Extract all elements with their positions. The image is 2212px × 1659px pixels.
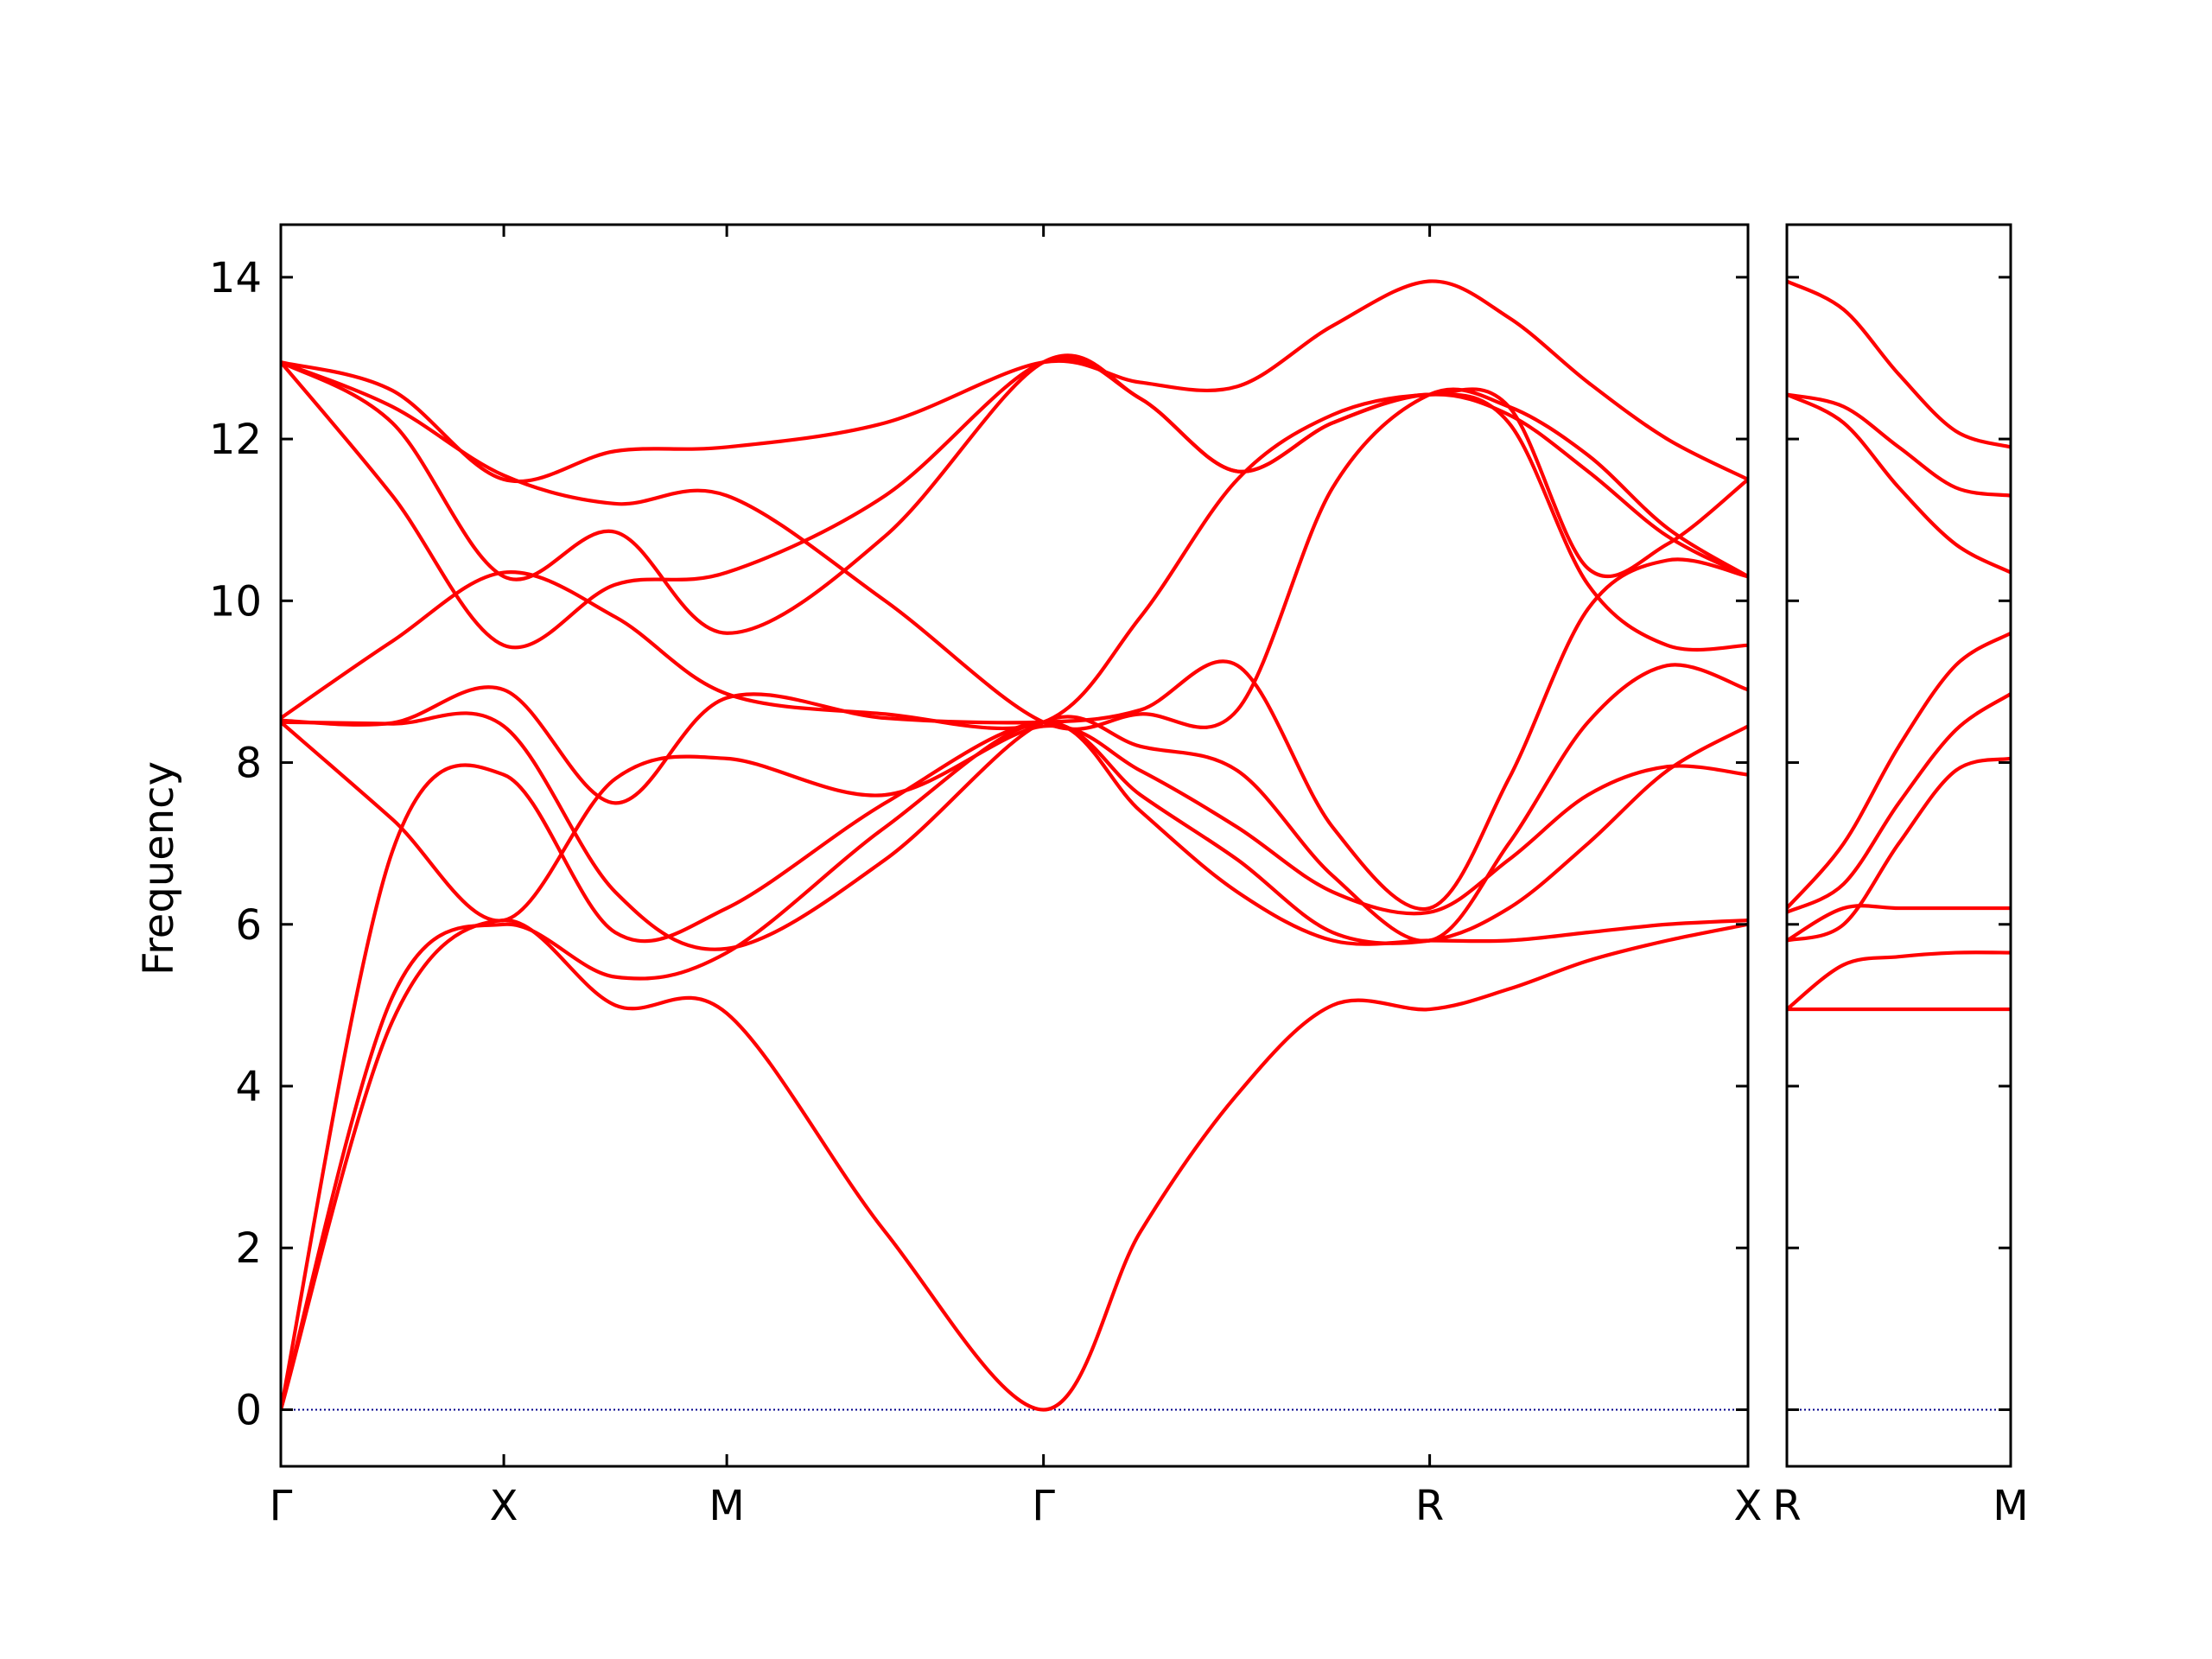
band-0-2 <box>281 720 1748 1412</box>
x-tick-label-0-0: Γ <box>270 1482 293 1530</box>
x-tick-label-1-0: R <box>1772 1482 1801 1530</box>
y-tick-label-6: 12 <box>209 416 262 464</box>
x-tick-label-0-2: M <box>709 1482 744 1530</box>
band-0-7 <box>281 356 1748 652</box>
band-0-3 <box>281 720 1748 923</box>
x-tick-label-0-5: X <box>1734 1482 1763 1530</box>
band-1-5 <box>1787 631 2011 911</box>
panel-frame-1 <box>1785 223 2012 1468</box>
band-1-4 <box>1787 691 2011 914</box>
band-0-1 <box>281 720 1748 1412</box>
band-1-1 <box>1787 950 2011 1012</box>
y-tick-label-5: 10 <box>209 577 262 626</box>
band-0-0 <box>281 918 1748 1412</box>
x-tick-label-1-1: M <box>1993 1482 2028 1530</box>
band-1-8 <box>1787 279 2011 449</box>
panel-frame-0 <box>279 223 1750 1468</box>
band-0-6 <box>281 387 1748 731</box>
x-tick-label-0-1: X <box>490 1482 518 1530</box>
x-tick-label-0-3: Γ <box>1032 1482 1055 1530</box>
y-axis-title: Frequency <box>135 761 183 976</box>
x-tick-label-0-4: R <box>1415 1482 1444 1530</box>
y-tick-label-1: 2 <box>235 1224 262 1273</box>
band-0-4 <box>281 663 1748 951</box>
band-0-10 <box>281 279 1748 484</box>
band-0-8 <box>281 353 1748 635</box>
y-tick-label-3: 6 <box>235 901 262 950</box>
y-tick-label-2: 4 <box>235 1063 262 1111</box>
band-1-7 <box>1787 392 2011 498</box>
bands <box>1787 279 2011 1012</box>
y-tick-label-7: 14 <box>209 254 262 302</box>
y-tick-label-4: 8 <box>235 740 262 788</box>
band-0-9 <box>281 360 1748 731</box>
bands <box>281 279 1748 1412</box>
band-1-6 <box>1787 392 2011 575</box>
band-1-3 <box>1787 756 2011 943</box>
y-tick-label-0: 0 <box>235 1386 262 1434</box>
band-1-2 <box>1787 904 2011 943</box>
band-0-5 <box>281 557 1748 912</box>
y-tick-labels: 0 2 4 6 8 10 12 14 <box>209 254 262 1435</box>
